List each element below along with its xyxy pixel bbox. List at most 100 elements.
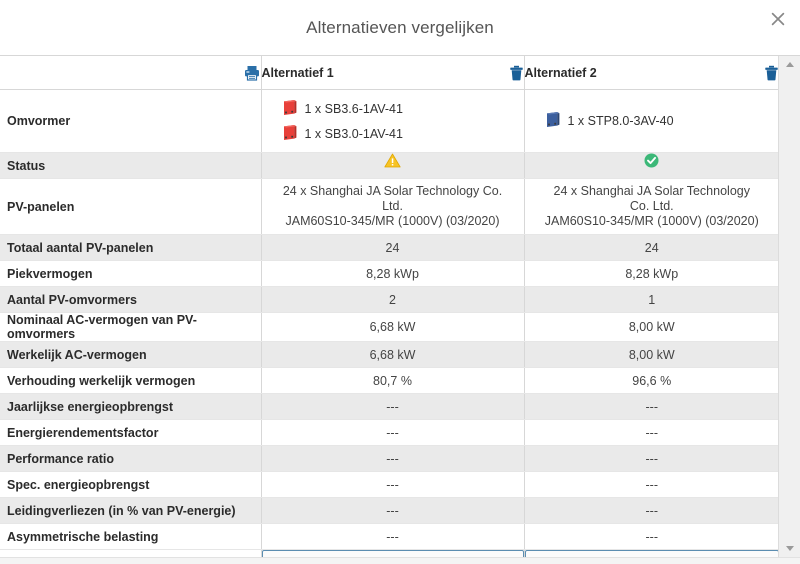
scroll-up-arrow-icon [785,62,794,67]
scroll-up-button[interactable] [779,56,800,73]
trash-icon [509,65,524,81]
row-value-2: --- [523,393,778,420]
comparison-rows: Omvormer 1 x SB3.6-1AV-41 1 x SB3.0-1AV-41… [0,89,778,550]
table-row: PV-panelen 24 x Shanghai JA Solar Technol… [0,178,778,235]
apply-configuration-button-2[interactable]: Configuratie toepassen [524,550,778,557]
row-value-2: 24 x Shanghai JA Solar Technology Co. Lt… [523,178,778,235]
alternative-1-actions: Configuratie toepassen Als alternatief o… [260,549,524,557]
panel-line-1: 24 x Shanghai JA Solar Technology Co. Lt… [553,184,750,213]
row-value-2: 8,00 kW [523,341,778,368]
dialog-bottom-strip [0,557,800,564]
alternative-2-actions: Configuratie toepassen Als alternatief o… [523,549,778,557]
inverter-item: 1 x SB3.6-1AV-41 [282,96,516,121]
dialog-titlebar: Alternatieven vergelijken [0,0,800,56]
row-label: Spec. energieopbrengst [0,471,261,498]
inverter-device-icon [545,111,561,131]
row-value-1: 24 x Shanghai JA Solar Technology Co. Lt… [260,178,524,235]
row-value-2: 1 x STP8.0-3AV-40 [523,89,778,153]
status-badge [270,153,516,178]
row-label: Piekvermogen [0,260,261,287]
panel-line-2: JAM60S10-345/MR (1000V) (03/2020) [544,214,759,228]
dialog-body: Alternatief 1 [0,56,800,557]
panel-line-1: 24 x Shanghai JA Solar Technology Co. Lt… [282,184,503,213]
alternative-1-header: Alternatief 1 [260,56,524,90]
table-row: Piekvermogen 8,28 kWp 8,28 kWp [0,260,778,287]
row-label: Totaal aantal PV-panelen [0,234,261,261]
row-value-2: 8,00 kW [523,312,778,342]
delete-alternative-1-button[interactable] [509,65,524,81]
table-row: Omvormer 1 x SB3.6-1AV-41 1 x SB3.0-1AV-41… [0,89,778,153]
row-value-1: --- [260,497,524,524]
print-button[interactable] [243,64,261,82]
scroll-down-arrow-icon [785,546,794,551]
actions-empty-cell [0,550,261,558]
inverter-item: 1 x SB3.0-1AV-41 [282,121,516,146]
row-value-2: --- [523,419,778,446]
status-badge [533,153,772,178]
row-value-2: --- [523,497,778,524]
table-row: Asymmetrische belasting --- --- [0,523,778,550]
row-value-1: 6,68 kW [260,341,524,368]
row-value-2: 24 [523,234,778,261]
alternative-1-label: Alternatief 1 [261,65,334,80]
row-value-1: 1 x SB3.6-1AV-41 1 x SB3.0-1AV-41 [260,89,524,153]
delete-alternative-2-button[interactable] [764,65,778,81]
row-label: PV-panelen [0,178,261,235]
warning-triangle-icon [384,153,401,171]
row-value-2 [523,152,778,179]
row-value-2: --- [523,445,778,472]
printer-icon [243,64,261,82]
print-header-cell [0,56,261,90]
alternative-2-header: Alternatief 2 [523,56,778,90]
row-label: Verhouding werkelijk vermogen [0,367,261,394]
page-title: Alternatieven vergelijken [306,17,494,37]
row-value-2: --- [523,471,778,498]
row-value-1: --- [260,419,524,446]
row-value-2: 96,6 % [523,367,778,394]
table-row: Nominaal AC-vermogen van PV-omvormers 6,6… [0,312,778,342]
table-header-row: Alternatief 1 [0,56,778,90]
row-value-2: --- [523,523,778,550]
row-label: Performance ratio [0,445,261,472]
inverter-name: 1 x SB3.0-1AV-41 [304,126,403,141]
trash-icon [764,65,778,81]
row-label: Energierendementsfactor [0,419,261,446]
comparison-table-area: Alternatief 1 [0,56,778,557]
row-label: Status [0,152,261,179]
inverter-list: 1 x SB3.6-1AV-41 1 x SB3.0-1AV-41 [270,90,516,152]
row-label: Leidingverliezen (in % van PV-energie) [0,497,261,524]
table-row: Totaal aantal PV-panelen 24 24 [0,234,778,261]
row-value-1: --- [260,393,524,420]
comparison-table: Alternatief 1 [0,56,778,557]
table-row: Aantal PV-omvormers 2 1 [0,286,778,313]
vertical-scrollbar[interactable] [778,56,800,557]
row-label: Jaarlijkse energieopbrengst [0,393,261,420]
panel-description: 24 x Shanghai JA Solar Technology Co. Lt… [533,179,772,234]
row-value-1: 8,28 kWp [260,260,524,287]
row-value-1: 80,7 % [260,367,524,394]
row-label: Asymmetrische belasting [0,523,261,550]
row-label: Nominaal AC-vermogen van PV-omvormers [0,312,261,342]
scroll-down-button[interactable] [779,540,800,557]
table-row: Spec. energieopbrengst --- --- [0,471,778,498]
inverter-device-icon [282,124,298,144]
actions-row: Configuratie toepassen Als alternatief o… [0,549,778,558]
row-value-1: --- [260,523,524,550]
inverter-list: 1 x STP8.0-3AV-40 [533,103,772,140]
inverter-item: 1 x STP8.0-3AV-40 [545,109,772,134]
table-row: Status [0,152,778,179]
row-label: Aantal PV-omvormers [0,286,261,313]
row-value-1: 2 [260,286,524,313]
apply-configuration-button-1[interactable]: Configuratie toepassen [261,550,524,557]
row-value-2: 1 [523,286,778,313]
close-icon [771,12,785,26]
inverter-device-icon [282,99,298,119]
panel-description: 24 x Shanghai JA Solar Technology Co. Lt… [270,179,516,234]
alternative-2-label: Alternatief 2 [524,65,597,80]
row-label: Werkelijk AC-vermogen [0,341,261,368]
inverter-name: 1 x SB3.6-1AV-41 [304,101,403,116]
table-row: Energierendementsfactor --- --- [0,419,778,446]
close-button[interactable] [765,6,791,32]
row-value-1: 24 [260,234,524,261]
